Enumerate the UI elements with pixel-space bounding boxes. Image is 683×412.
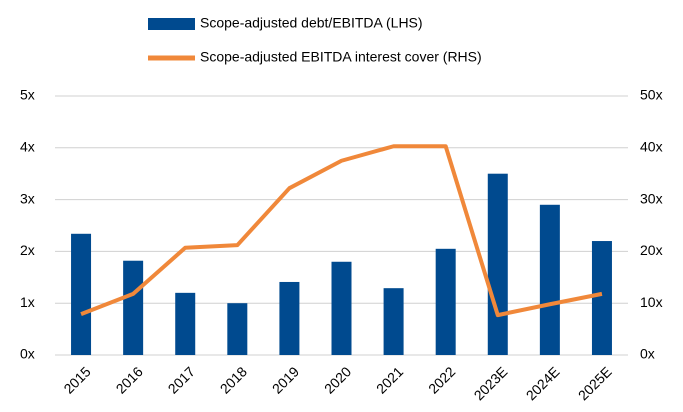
x-tick-label: 2015 <box>60 363 93 396</box>
bar <box>435 248 456 355</box>
x-tick-label: 2017 <box>165 363 198 396</box>
y2-tick-label: 0x <box>640 346 655 362</box>
x-tick-label: 2019 <box>269 363 302 396</box>
x-tick-label: 2023E <box>471 363 511 403</box>
y2-tick-label: 40x <box>640 139 663 155</box>
bar <box>383 288 404 355</box>
y-tick-label: 3x <box>20 190 35 206</box>
legend-label: Scope-adjusted debt/EBITDA (LHS) <box>200 15 423 31</box>
y2-tick-label: 10x <box>640 294 663 310</box>
y-tick-label: 4x <box>20 139 35 155</box>
y-tick-label: 1x <box>20 294 35 310</box>
bar <box>227 303 248 355</box>
x-tick-label: 2021 <box>373 363 406 396</box>
y2-tick-label: 50x <box>640 87 663 103</box>
bar <box>487 173 508 355</box>
y-tick-label: 5x <box>20 87 35 103</box>
bar <box>539 204 560 355</box>
y-tick-label: 2x <box>20 242 35 258</box>
x-tick-label: 2025E <box>575 363 615 403</box>
bar <box>175 292 196 355</box>
bar <box>591 241 612 355</box>
x-tick-label: 2022 <box>425 363 458 396</box>
bar <box>71 233 92 355</box>
line <box>80 144 603 318</box>
y-tick-label: 0x <box>20 346 35 362</box>
x-tick-label: 2016 <box>113 363 146 396</box>
legend-label: Scope-adjusted EBITDA interest cover (RH… <box>200 49 482 65</box>
x-tick-label: 2024E <box>523 363 563 403</box>
y2-tick-label: 20x <box>640 242 663 258</box>
bar <box>331 261 352 355</box>
bar <box>123 260 144 355</box>
y2-tick-label: 30x <box>640 190 663 206</box>
x-tick-label: 2018 <box>217 363 250 396</box>
bar <box>279 281 300 355</box>
x-tick-label: 2020 <box>321 363 354 396</box>
legend-swatch <box>148 18 195 30</box>
